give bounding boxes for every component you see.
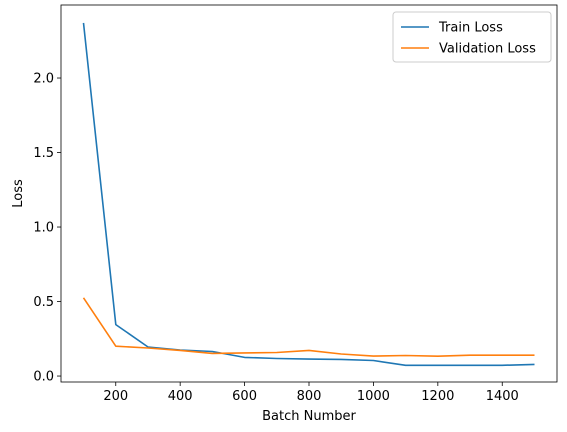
y-tick-label: 1.0 — [33, 221, 54, 236]
x-axis: 200 400 600 800 1000 1200 1400 — [103, 382, 519, 404]
legend-label: Train Loss — [438, 21, 503, 36]
x-tick-label: 400 — [168, 389, 193, 404]
plot-area — [60, 4, 558, 383]
plot-frame — [60, 4, 558, 383]
legend-box — [392, 11, 552, 63]
y-axis-title: Loss — [11, 179, 26, 208]
x-tick-label: 1200 — [421, 389, 454, 404]
y-tick-label: 0.0 — [33, 370, 54, 385]
y-tick-label: 0.5 — [33, 295, 54, 310]
x-tick-label: 600 — [232, 389, 257, 404]
y-tick-label: 2.0 — [33, 72, 54, 87]
y-tick-label: 1.5 — [33, 146, 54, 161]
x-axis-title: Batch Number — [262, 409, 356, 424]
legend-label: Validation Loss — [439, 42, 536, 57]
series-line-validation-loss — [82, 297, 535, 358]
legend: Train Loss Validation Loss — [392, 11, 552, 63]
x-tick-label: 800 — [297, 389, 322, 404]
y-axis: 0.0 0.5 1.0 1.5 2.0 — [33, 72, 61, 385]
x-tick-label: 1400 — [486, 389, 519, 404]
x-tick-label: 1000 — [357, 389, 390, 404]
x-tick-label: 200 — [103, 389, 128, 404]
series-layer — [82, 22, 535, 367]
